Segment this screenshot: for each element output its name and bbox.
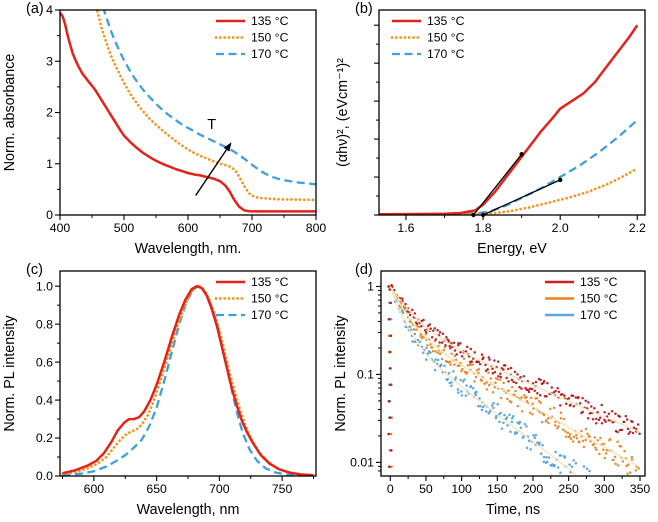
svg-text:750: 750 bbox=[272, 482, 293, 496]
svg-text:100: 100 bbox=[451, 482, 472, 496]
panel-d-label: (d) bbox=[355, 262, 373, 278]
svg-text:350: 350 bbox=[630, 482, 651, 496]
svg-text:0.8: 0.8 bbox=[36, 317, 53, 331]
svg-text:1: 1 bbox=[46, 157, 53, 171]
panel-d: (d) 0 50 100 150 200 250 300 350 1 0.1 0.01 Time, n… bbox=[329, 261, 658, 522]
svg-text:(αhν)², (eVcm⁻¹)²: (αhν)², (eVcm⁻¹)² bbox=[335, 58, 351, 167]
svg-text:150 °C: 150 °C bbox=[580, 292, 618, 306]
svg-text:135 °C: 135 °C bbox=[251, 14, 289, 28]
svg-text:1.8: 1.8 bbox=[475, 221, 492, 235]
svg-text:200: 200 bbox=[523, 482, 544, 496]
svg-text:0: 0 bbox=[46, 208, 53, 222]
svg-text:400: 400 bbox=[50, 221, 71, 235]
svg-text:0.2: 0.2 bbox=[36, 431, 53, 445]
svg-text:2: 2 bbox=[46, 106, 53, 120]
svg-text:Norm. PL intensity: Norm. PL intensity bbox=[2, 315, 18, 432]
svg-text:Time, ns: Time, ns bbox=[486, 502, 540, 518]
svg-text:0.1: 0.1 bbox=[357, 368, 374, 382]
svg-text:170 °C: 170 °C bbox=[580, 308, 618, 322]
panel-c: (c) 600 650 700 750 0.0 0.2 0.4 0.6 0.8 1.0 Wavele… bbox=[0, 261, 329, 522]
svg-text:T: T bbox=[207, 117, 216, 133]
panel-b-label: (b) bbox=[355, 1, 373, 17]
svg-text:600: 600 bbox=[84, 482, 105, 496]
svg-text:0.01: 0.01 bbox=[350, 456, 374, 470]
svg-text:800: 800 bbox=[306, 221, 327, 235]
svg-text:50: 50 bbox=[419, 482, 433, 496]
panel-c-label: (c) bbox=[26, 262, 43, 278]
svg-text:150 °C: 150 °C bbox=[251, 292, 289, 306]
svg-text:4: 4 bbox=[46, 3, 53, 17]
svg-text:700: 700 bbox=[242, 221, 263, 235]
svg-text:Norm. PL intensity: Norm. PL intensity bbox=[333, 315, 349, 432]
svg-text:0.0: 0.0 bbox=[36, 469, 53, 483]
svg-text:Wavelength, nm: Wavelength, nm bbox=[137, 502, 240, 518]
svg-text:Energy, eV: Energy, eV bbox=[477, 241, 547, 257]
svg-text:Wavelength, nm.: Wavelength, nm. bbox=[135, 241, 242, 257]
svg-text:170 °C: 170 °C bbox=[427, 47, 465, 61]
svg-text:700: 700 bbox=[209, 482, 230, 496]
svg-text:0.6: 0.6 bbox=[36, 355, 53, 369]
panel-c-chart: 600 650 700 750 0.0 0.2 0.4 0.6 0.8 1.0 Wavelength… bbox=[2, 270, 317, 518]
panel-b-chart: 1.6 1.8 2.0 2.2 Energy, eV (αhν)², (eVcm⁻¹)² 1… bbox=[335, 9, 646, 257]
svg-text:170 °C: 170 °C bbox=[251, 308, 289, 322]
svg-text:Norm. absorbance: Norm. absorbance bbox=[2, 54, 18, 172]
panel-a: (a) T 400 500 600 700 800 0 1 2 3 4 Wavelength, nm.… bbox=[0, 0, 329, 261]
panel-a-chart: T 400 500 600 700 800 0 1 2 3 4 Wavelength, nm. Norm… bbox=[2, 3, 327, 257]
svg-text:1: 1 bbox=[367, 280, 374, 294]
svg-text:150 °C: 150 °C bbox=[427, 31, 465, 45]
svg-text:500: 500 bbox=[114, 221, 135, 235]
svg-text:0: 0 bbox=[387, 482, 394, 496]
svg-text:650: 650 bbox=[146, 482, 167, 496]
svg-text:135 °C: 135 °C bbox=[580, 275, 618, 289]
svg-text:2.2: 2.2 bbox=[629, 221, 646, 235]
svg-text:300: 300 bbox=[594, 482, 615, 496]
svg-text:1.0: 1.0 bbox=[36, 279, 53, 293]
panel-d-chart: 0 50 100 150 200 250 300 350 1 0.1 0.01 Time, ns Nor… bbox=[333, 270, 651, 518]
svg-text:150 °C: 150 °C bbox=[251, 31, 289, 45]
svg-text:600: 600 bbox=[178, 221, 199, 235]
svg-text:1.6: 1.6 bbox=[397, 221, 414, 235]
svg-text:0.4: 0.4 bbox=[36, 393, 53, 407]
svg-text:135 °C: 135 °C bbox=[427, 14, 465, 28]
svg-text:2.0: 2.0 bbox=[552, 221, 569, 235]
svg-text:135 °C: 135 °C bbox=[251, 275, 289, 289]
svg-text:170 °C: 170 °C bbox=[251, 47, 289, 61]
svg-text:150: 150 bbox=[487, 482, 508, 496]
svg-text:3: 3 bbox=[46, 54, 53, 68]
panel-b: (b) 1.6 1.8 2.0 2.2 Energy, eV (αhν)², (eVcm⁻… bbox=[329, 0, 658, 261]
svg-text:250: 250 bbox=[558, 482, 579, 496]
panel-a-label: (a) bbox=[26, 1, 44, 17]
